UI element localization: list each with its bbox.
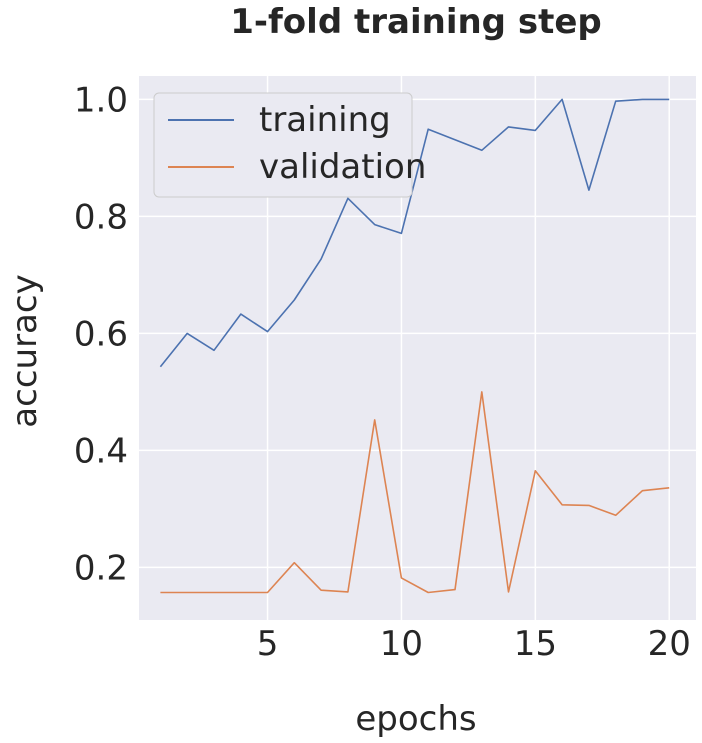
x-tick-label: 20	[648, 624, 691, 664]
y-tick-label: 0.4	[74, 431, 128, 471]
x-axis-label: epochs	[355, 699, 476, 739]
x-tick-label: 15	[514, 624, 557, 664]
y-tick-label: 0.2	[74, 548, 128, 588]
y-tick-labels: 0.2 0.4 0.6 0.8 1.0	[74, 80, 128, 588]
y-axis-label: accuracy	[5, 274, 45, 427]
y-tick-label: 1.0	[74, 80, 128, 120]
series-lines	[159, 98, 670, 594]
legend-label-validation: validation	[259, 147, 426, 187]
chart-title: 1-fold training step	[230, 2, 602, 42]
legend-label-training: training	[259, 100, 391, 140]
legend: training validation	[153, 92, 426, 198]
series-line-validation	[160, 391, 670, 594]
x-tick-label: 5	[257, 624, 279, 664]
x-tick-labels: 5 10 15 20	[257, 624, 691, 664]
y-tick-label: 0.6	[74, 314, 128, 354]
y-tick-label: 0.8	[74, 197, 128, 237]
series-line-training	[159, 98, 670, 368]
x-tick-label: 10	[380, 624, 423, 664]
